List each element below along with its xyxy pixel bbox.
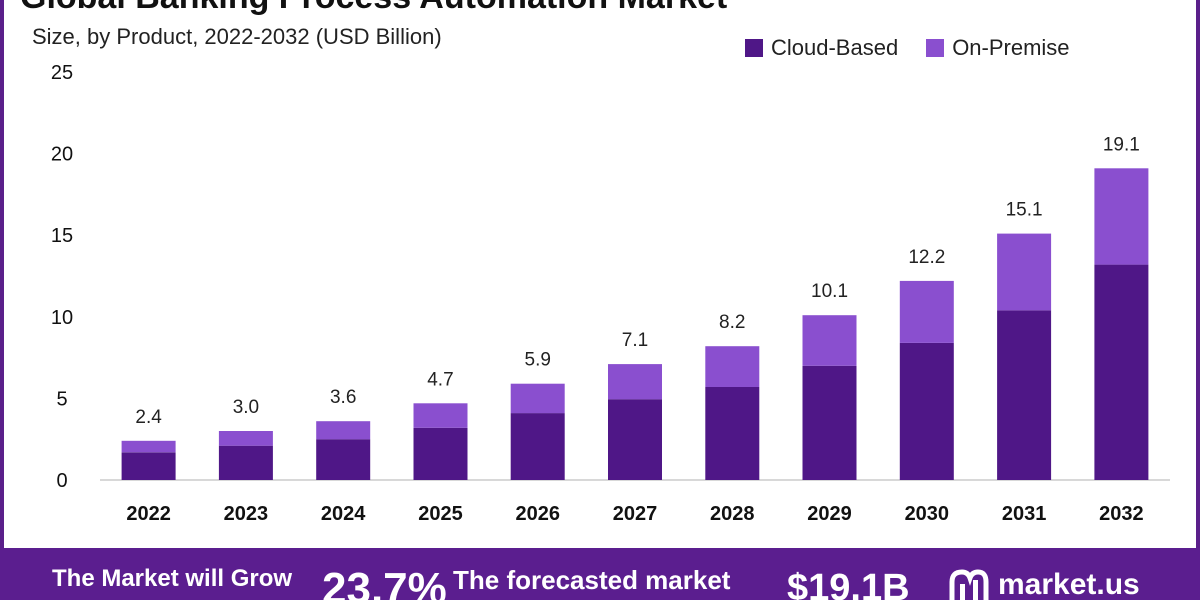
data-label-2027: 7.1 [622, 330, 648, 351]
data-label-2024: 3.6 [330, 387, 356, 408]
data-label-2032: 19.1 [1103, 134, 1140, 155]
bar-segment-on-premise-2032 [1094, 168, 1149, 265]
data-label-2030: 12.2 [908, 247, 945, 268]
x-tick-label-2022: 2022 [126, 503, 171, 525]
y-tick-label: 0 [56, 470, 67, 492]
x-tick-label-2028: 2028 [710, 503, 755, 525]
data-label-2031: 15.1 [1006, 200, 1043, 221]
legend: Cloud-Based On-Premise [745, 35, 1098, 61]
legend-item-on-premise: On-Premise [926, 35, 1070, 61]
data-label-2023: 3.0 [233, 397, 259, 418]
x-tick-label-2023: 2023 [224, 503, 269, 525]
legend-item-cloud-based: Cloud-Based [745, 35, 898, 61]
bar-segment-cloud-based-2031 [997, 310, 1052, 480]
legend-label-cloud-based: Cloud-Based [771, 35, 899, 60]
x-tick-label-2024: 2024 [321, 503, 366, 525]
data-label-2026: 5.9 [525, 350, 551, 371]
x-tick-label-2027: 2027 [613, 503, 658, 525]
y-tick-label: 25 [51, 62, 73, 84]
bar-segment-cloud-based-2027 [608, 399, 662, 480]
bar-segment-on-premise-2031 [997, 233, 1052, 311]
bar-segment-cloud-based-2024 [316, 439, 371, 480]
bar-segment-on-premise-2027 [608, 364, 662, 400]
bar-segment-on-premise-2024 [316, 421, 371, 440]
footer-banner: The Market will Grow 23.7% The forecaste… [0, 548, 1200, 600]
data-label-2025: 4.7 [427, 369, 453, 390]
footer-forecast-text: The forecasted market [453, 565, 731, 595]
chart-subtitle: Size, by Product, 2022-2032 (USD Billion… [32, 24, 442, 49]
footer-forecast-value: $19.1B [787, 567, 910, 600]
x-tick-label-2032: 2032 [1099, 503, 1144, 525]
bar-chart: 05101520252.420223.020233.620244.720255.… [51, 62, 1170, 525]
market-us-logo-icon [949, 569, 989, 600]
bar-segment-cloud-based-2030 [899, 342, 954, 480]
x-tick-label-2025: 2025 [418, 503, 463, 525]
x-tick-label-2029: 2029 [807, 503, 852, 525]
bar-segment-on-premise-2026 [510, 383, 565, 414]
data-label-2022: 2.4 [135, 407, 162, 428]
legend-swatch-cloud-based [745, 39, 763, 57]
right-border [1196, 0, 1200, 548]
chart-title: Global Banking Process Automation Market [20, 0, 727, 17]
data-label-2029: 10.1 [811, 281, 848, 302]
bar-segment-cloud-based-2029 [802, 365, 857, 480]
left-border [0, 0, 4, 548]
bar-segment-cloud-based-2022 [121, 452, 176, 480]
data-label-2028: 8.2 [719, 312, 745, 333]
bar-segment-cloud-based-2025 [413, 427, 468, 480]
y-tick-label: 10 [51, 307, 73, 329]
y-tick-label: 15 [51, 225, 73, 247]
x-tick-label-2031: 2031 [1002, 503, 1047, 525]
y-tick-label: 20 [51, 144, 73, 166]
bar-segment-cloud-based-2028 [705, 387, 760, 480]
footer-grow-text: The Market will Grow [52, 565, 293, 592]
bar-segment-cloud-based-2026 [510, 413, 565, 480]
brand-name: market.us [998, 568, 1140, 600]
bar-segment-on-premise-2025 [413, 403, 468, 428]
x-tick-label-2026: 2026 [515, 503, 560, 525]
bar-segment-cloud-based-2032 [1094, 264, 1149, 480]
bar-segment-on-premise-2022 [121, 440, 176, 453]
legend-label-on-premise: On-Premise [952, 35, 1070, 60]
bar-segment-on-premise-2030 [899, 280, 954, 343]
x-tick-label-2030: 2030 [905, 503, 950, 525]
bar-segment-on-premise-2028 [705, 346, 760, 387]
bar-segment-on-premise-2029 [802, 315, 857, 366]
bar-segment-on-premise-2023 [218, 431, 273, 446]
bar-segment-cloud-based-2023 [218, 445, 273, 480]
y-tick-label: 5 [56, 388, 67, 410]
brand[interactable]: market.us [948, 568, 1140, 600]
legend-swatch-on-premise [926, 39, 945, 57]
footer-cagr-value: 23.7% [322, 564, 447, 600]
